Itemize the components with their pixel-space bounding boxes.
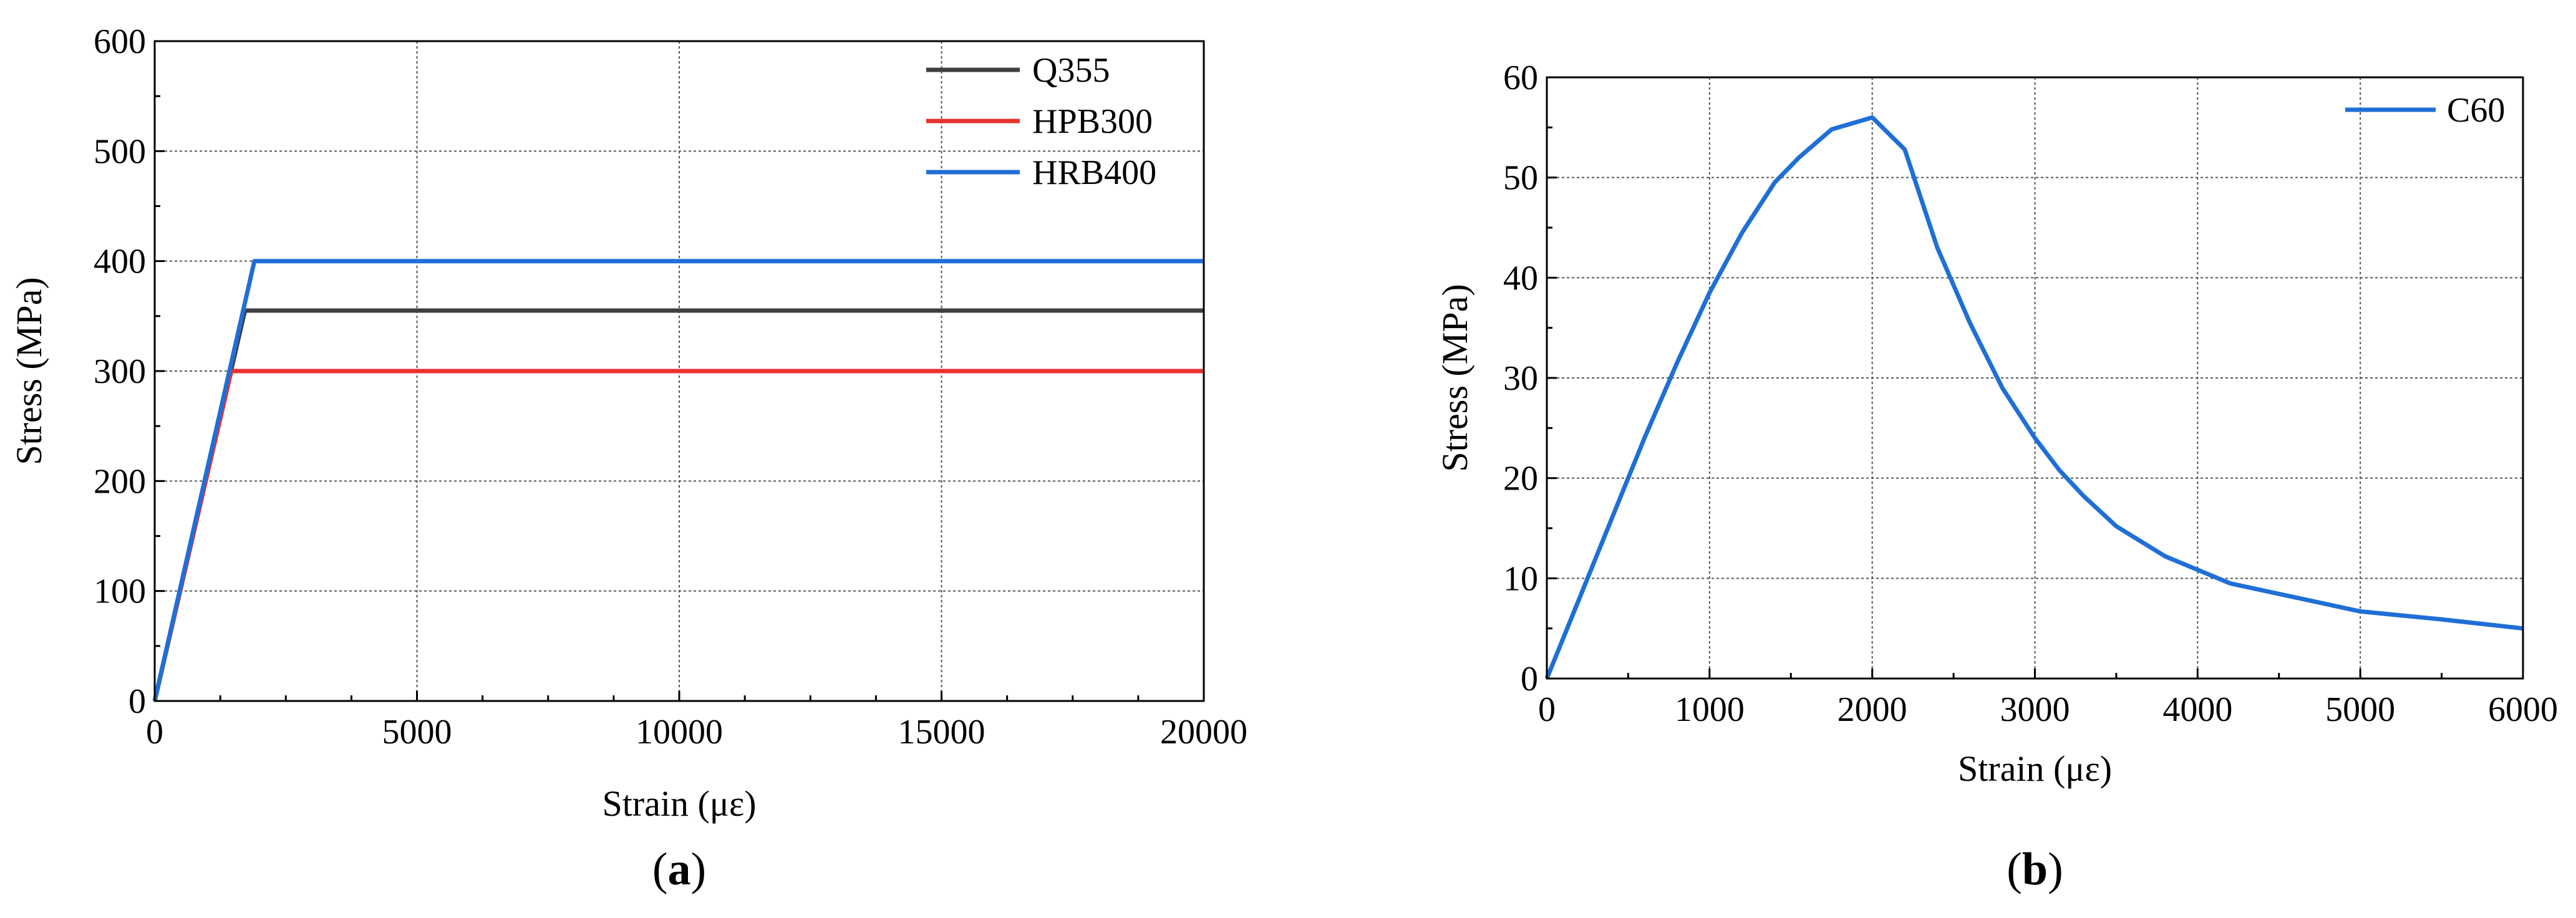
series-line-c60 <box>1544 115 2524 680</box>
x-tick-label: 1000 <box>1675 690 1745 729</box>
y-tick-label: 10 <box>1503 559 1538 598</box>
x-tick-label: 10000 <box>636 713 723 751</box>
y-tick-label: 40 <box>1503 259 1538 297</box>
x-tick-label: 6000 <box>2488 690 2558 729</box>
y-tick-label: 50 <box>1503 159 1538 198</box>
y-tick-label: 20 <box>1503 460 1538 498</box>
legend-label-hpb300: HPB300 <box>1032 102 1153 141</box>
y-tick-label: 600 <box>94 22 146 61</box>
legend-label-q355: Q355 <box>1032 51 1110 90</box>
x-tick-label: 0 <box>146 713 163 751</box>
x-tick-label: 4000 <box>2162 690 2232 729</box>
panel-label: (b) <box>2007 844 2063 895</box>
y-tick-label: 30 <box>1503 359 1538 398</box>
x-tick-label: 5000 <box>382 713 452 751</box>
y-tick-label: 300 <box>94 352 146 391</box>
legend-label-c60: C60 <box>2447 91 2505 130</box>
chart-panel-a: 0 5000 10000 15000 20000 0 100 200 300 400 500 600 S… <box>9 22 1247 895</box>
x-tick-label: 2000 <box>1838 690 1907 729</box>
series-line-hrb400 <box>152 259 1204 702</box>
x-axis-label: Strain (με) <box>1958 748 2112 789</box>
y-axis-label: Stress (MPa) <box>1435 284 1475 471</box>
y-tick-label: 500 <box>94 132 146 171</box>
y-tick-label: 200 <box>94 462 146 501</box>
y-tick-label: 100 <box>94 573 146 611</box>
y-tick-label: 0 <box>128 682 146 721</box>
y-tick-label: 60 <box>1503 59 1538 97</box>
x-tick-label: 20000 <box>1160 713 1247 751</box>
x-tick-label: 15000 <box>898 713 985 751</box>
x-tick-label: 0 <box>1538 690 1556 729</box>
panel-label: (a) <box>652 844 706 895</box>
x-tick-label: 3000 <box>2000 690 2070 729</box>
x-tick-label: 5000 <box>2325 690 2395 729</box>
x-axis-label: Strain (με) <box>602 783 756 824</box>
legend-label-hrb400: HRB400 <box>1032 153 1156 192</box>
y-tick-label: 0 <box>1521 660 1538 698</box>
chart-panel-b: 0 1000 2000 3000 4000 5000 6000 0 10 20 30 40 50 60 St… <box>1435 59 2558 895</box>
y-axis-label: Stress (MPa) <box>9 277 49 465</box>
y-tick-label: 400 <box>94 243 146 281</box>
